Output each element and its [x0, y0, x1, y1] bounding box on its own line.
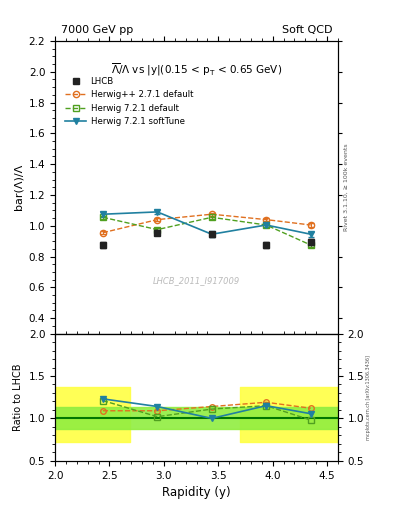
Y-axis label: Ratio to LHCB: Ratio to LHCB: [13, 364, 23, 431]
Text: Soft QCD: Soft QCD: [282, 25, 332, 35]
X-axis label: Rapidity (y): Rapidity (y): [162, 486, 231, 499]
Y-axis label: bar(Λ)/Λ: bar(Λ)/Λ: [13, 164, 23, 210]
Legend: LHCB, Herwig++ 2.7.1 default, Herwig 7.2.1 default, Herwig 7.2.1 softTune: LHCB, Herwig++ 2.7.1 default, Herwig 7.2…: [62, 75, 196, 129]
Y-axis label: Rivet 3.1.10, ≥ 100k events: Rivet 3.1.10, ≥ 100k events: [343, 143, 349, 231]
Text: 7000 GeV pp: 7000 GeV pp: [61, 25, 133, 35]
Text: $\overline{\Lambda}/\Lambda$ vs |y|(0.15 < p$_{\rm T}$ < 0.65 GeV): $\overline{\Lambda}/\Lambda$ vs |y|(0.15…: [111, 61, 282, 78]
Text: LHCB_2011_I917009: LHCB_2011_I917009: [153, 276, 240, 285]
Y-axis label: mcplots.cern.ch [arXiv:1306.3436]: mcplots.cern.ch [arXiv:1306.3436]: [366, 355, 371, 440]
